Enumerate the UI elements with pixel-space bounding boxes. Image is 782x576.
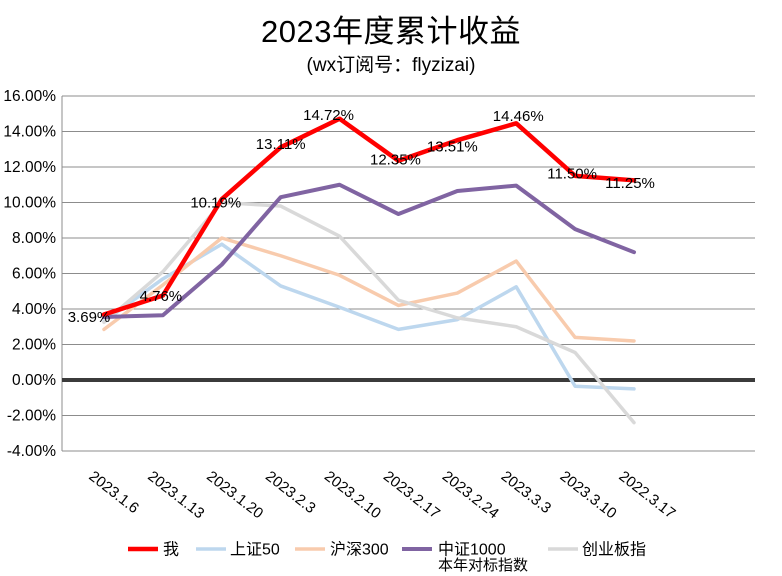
y-tick-label: -2.00% xyxy=(7,408,56,425)
y-tick-label: 12.00% xyxy=(3,159,56,176)
x-tick-label: 2023.1.20 xyxy=(203,468,266,522)
x-tick-label: 2023.2.24 xyxy=(439,468,502,522)
y-tick-label: 4.00% xyxy=(12,301,56,318)
y-tick-label: 10.00% xyxy=(3,195,56,212)
data-label: 11.25% xyxy=(605,175,655,192)
y-tick-label: 2.00% xyxy=(12,337,56,354)
chart-title: 2023年度累计收益 xyxy=(261,14,521,49)
x-tick-label: 2023.3.10 xyxy=(557,468,620,522)
data-label: 10.19% xyxy=(190,195,241,212)
x-tick-label: 2023.2.3 xyxy=(262,468,318,517)
series-line-我 xyxy=(101,116,637,317)
data-label: 12.35% xyxy=(370,151,421,168)
y-tick-label: 8.00% xyxy=(12,230,56,247)
x-tick-label: 2023.3.3 xyxy=(498,468,554,517)
x-tick-label: 2023.2.17 xyxy=(380,468,443,522)
data-label: 11.50% xyxy=(547,165,597,182)
data-label: 14.46% xyxy=(493,108,544,125)
y-tick-label: -4.00% xyxy=(7,443,56,460)
data-label: 3.69% xyxy=(68,309,111,326)
y-tick-label: 16.00% xyxy=(3,88,56,105)
legend-note: 本年对标指数 xyxy=(438,557,528,574)
legend-label: 沪深300 xyxy=(330,541,389,559)
y-tick-label: 0.00% xyxy=(12,372,56,389)
data-label: 13.11% xyxy=(256,136,306,153)
data-label: 4.76% xyxy=(140,288,183,305)
data-label: 14.72% xyxy=(303,107,354,124)
series-line-创业板指 xyxy=(102,200,636,425)
series-line-中证1000 xyxy=(102,182,636,319)
x-tick-label: 2023.1.6 xyxy=(86,468,142,517)
chart-subtitle: (wx订阅号：flyzizai) xyxy=(306,55,476,76)
y-tick-label: 6.00% xyxy=(12,266,56,283)
x-tick-label: 2022.3.17 xyxy=(616,468,679,522)
data-label: 13.51% xyxy=(427,139,478,156)
legend-label: 中证1000 xyxy=(438,541,506,559)
y-tick-label: 14.00% xyxy=(3,124,56,141)
legend-label: 我 xyxy=(163,541,179,559)
x-tick-label: 2023.2.10 xyxy=(321,468,384,522)
legend-label: 上证50 xyxy=(230,541,280,559)
series-line-沪深300 xyxy=(102,236,636,343)
x-tick-label: 2023.1.13 xyxy=(144,468,207,522)
legend-label: 创业板指 xyxy=(582,541,646,559)
